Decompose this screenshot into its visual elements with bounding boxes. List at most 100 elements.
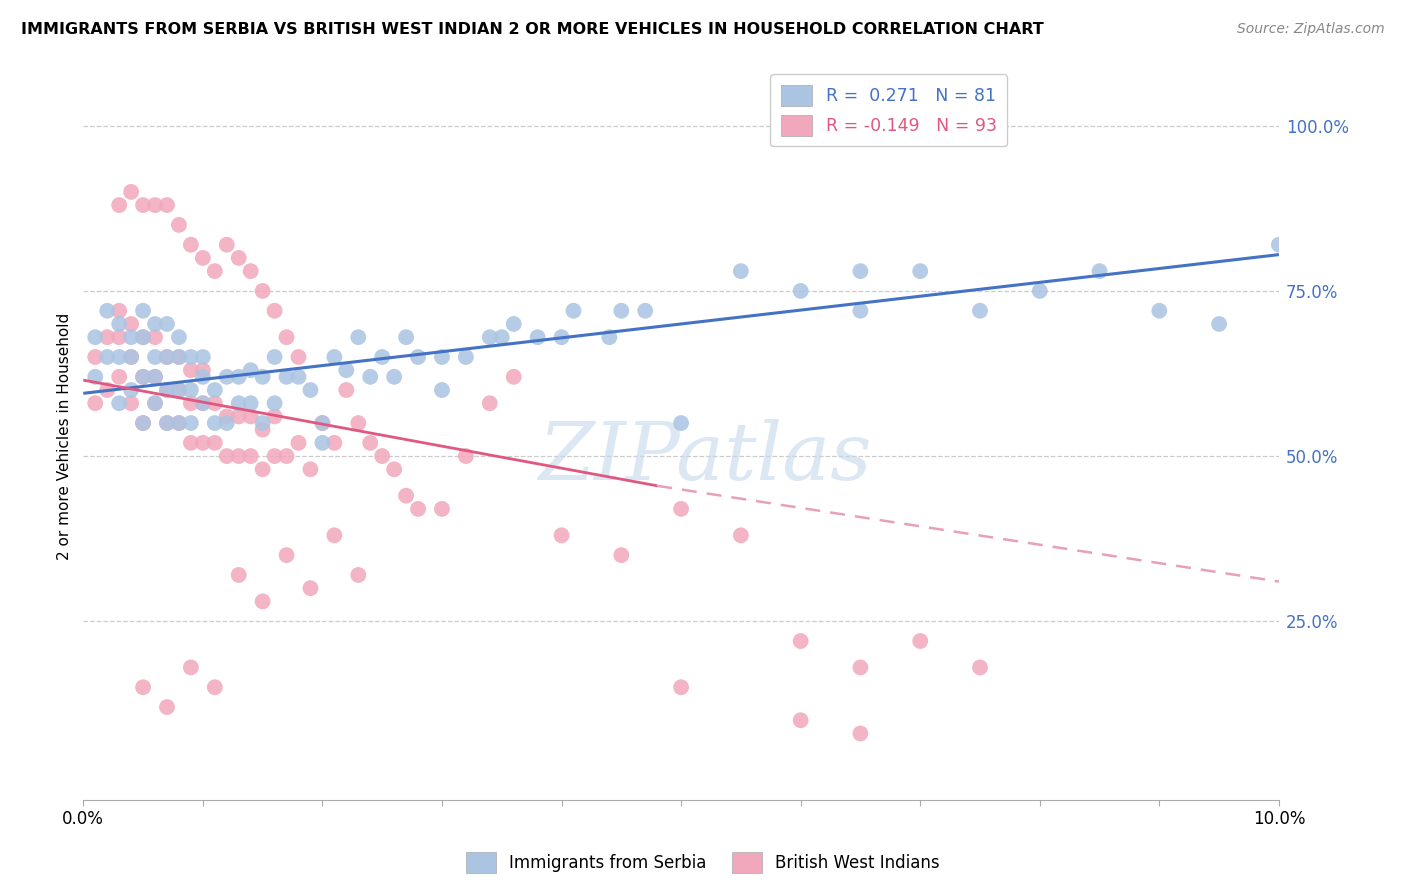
Point	[276, 369, 298, 384]
Point	[120, 383, 142, 397]
Point	[1029, 284, 1052, 298]
Point	[287, 369, 309, 384]
Point	[215, 369, 238, 384]
Point	[789, 713, 811, 727]
Point	[347, 330, 370, 344]
Point	[108, 303, 131, 318]
Point	[156, 383, 179, 397]
Point	[335, 363, 357, 377]
Point	[263, 449, 285, 463]
Point	[191, 435, 214, 450]
Point	[143, 317, 166, 331]
Point	[156, 416, 179, 430]
Point	[215, 237, 238, 252]
Point	[108, 396, 131, 410]
Point	[502, 369, 524, 384]
Point	[96, 350, 118, 364]
Point	[204, 396, 226, 410]
Point	[143, 330, 166, 344]
Point	[323, 528, 346, 542]
Point	[1149, 303, 1171, 318]
Point	[969, 303, 991, 318]
Point	[143, 350, 166, 364]
Point	[276, 330, 298, 344]
Point	[167, 330, 190, 344]
Point	[84, 396, 107, 410]
Point	[84, 350, 107, 364]
Point	[430, 383, 453, 397]
Point	[132, 680, 155, 694]
Point	[908, 634, 931, 648]
Point	[120, 396, 142, 410]
Point	[562, 303, 585, 318]
Point	[120, 350, 142, 364]
Point	[669, 502, 692, 516]
Point	[167, 350, 190, 364]
Point	[287, 435, 309, 450]
Point	[430, 502, 453, 516]
Text: Source: ZipAtlas.com: Source: ZipAtlas.com	[1237, 22, 1385, 37]
Point	[96, 330, 118, 344]
Point	[120, 350, 142, 364]
Point	[311, 416, 333, 430]
Point	[132, 416, 155, 430]
Point	[143, 396, 166, 410]
Point	[239, 409, 262, 424]
Point	[204, 680, 226, 694]
Point	[395, 489, 418, 503]
Text: ZIPatlas: ZIPatlas	[538, 419, 872, 497]
Point	[167, 218, 190, 232]
Point	[359, 435, 381, 450]
Point	[359, 369, 381, 384]
Point	[969, 660, 991, 674]
Point	[228, 568, 250, 582]
Point	[239, 363, 262, 377]
Point	[491, 330, 513, 344]
Point	[215, 416, 238, 430]
Point	[347, 568, 370, 582]
Point	[311, 416, 333, 430]
Point	[228, 396, 250, 410]
Point	[191, 369, 214, 384]
Point	[84, 330, 107, 344]
Point	[252, 594, 274, 608]
Point	[204, 416, 226, 430]
Point	[789, 634, 811, 648]
Point	[132, 303, 155, 318]
Point	[849, 726, 872, 740]
Point	[1208, 317, 1230, 331]
Point	[263, 396, 285, 410]
Point	[132, 369, 155, 384]
Point	[143, 369, 166, 384]
Point	[730, 264, 752, 278]
Point	[96, 383, 118, 397]
Point	[180, 396, 202, 410]
Point	[239, 449, 262, 463]
Point	[156, 317, 179, 331]
Legend: Immigrants from Serbia, British West Indians: Immigrants from Serbia, British West Ind…	[460, 846, 946, 880]
Point	[252, 416, 274, 430]
Point	[371, 449, 394, 463]
Point	[323, 350, 346, 364]
Point	[263, 303, 285, 318]
Point	[335, 383, 357, 397]
Point	[84, 369, 107, 384]
Point	[252, 462, 274, 476]
Point	[191, 396, 214, 410]
Point	[669, 416, 692, 430]
Point	[132, 198, 155, 212]
Point	[252, 423, 274, 437]
Point	[167, 350, 190, 364]
Point	[180, 383, 202, 397]
Point	[180, 237, 202, 252]
Point	[120, 317, 142, 331]
Point	[252, 369, 274, 384]
Point	[108, 369, 131, 384]
Point	[228, 449, 250, 463]
Point	[120, 185, 142, 199]
Point	[598, 330, 620, 344]
Point	[191, 350, 214, 364]
Point	[908, 264, 931, 278]
Point	[132, 369, 155, 384]
Point	[299, 581, 322, 595]
